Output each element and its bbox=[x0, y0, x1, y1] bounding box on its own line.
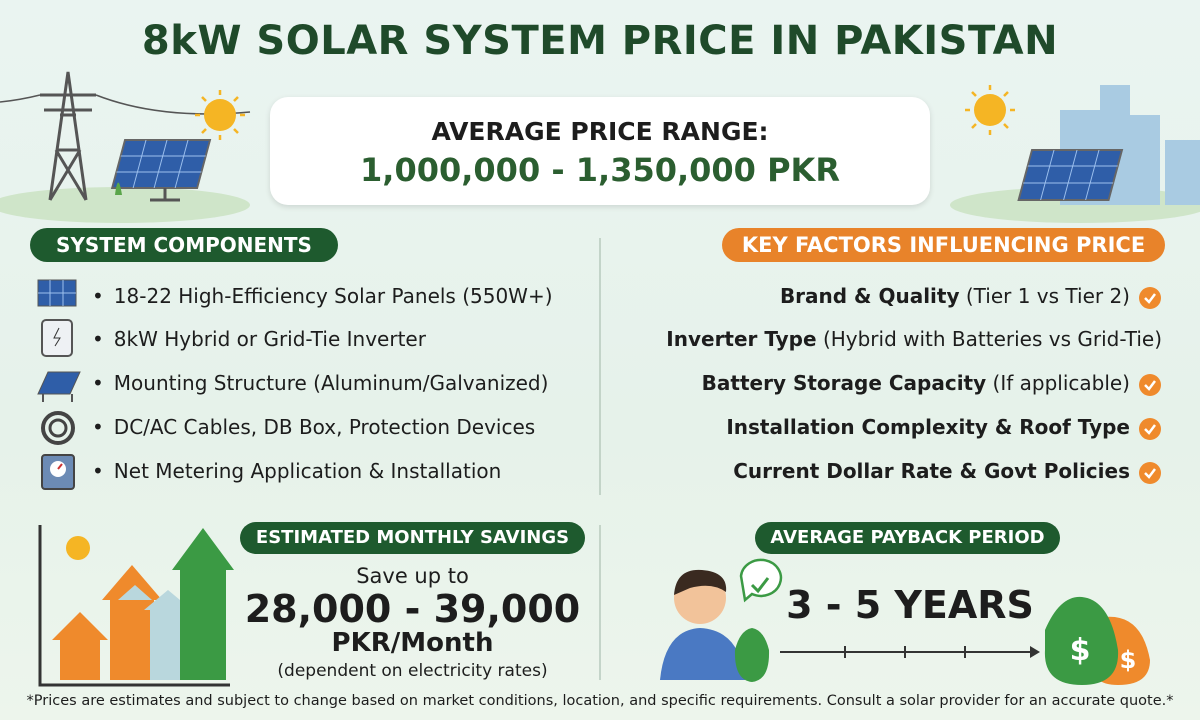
savings-lead: Save up to bbox=[356, 564, 469, 588]
check-icon bbox=[1139, 418, 1161, 440]
factor-note: (Tier 1 vs Tier 2) bbox=[965, 284, 1130, 308]
factor-item: Inverter Type (Hybrid with Batteries vs … bbox=[666, 327, 1162, 351]
factor-item: Current Dollar Rate & Govt Policies bbox=[733, 459, 1130, 483]
factor-name: Installation Complexity & Roof Type bbox=[726, 415, 1130, 439]
section-heading: SYSTEM COMPONENTS bbox=[30, 228, 338, 262]
footnote: *Prices are estimates and subject to cha… bbox=[26, 693, 1174, 709]
price-box bbox=[270, 97, 930, 205]
payback-value: 3 - 5 YEARS bbox=[786, 583, 1034, 627]
savings-note: (dependent on electricity rates) bbox=[277, 661, 548, 681]
factor-name: Battery Storage Capacity bbox=[701, 371, 987, 395]
component-item: 18-22 High-Efficiency Solar Panels (550W… bbox=[112, 284, 553, 308]
title: 8kW SOLAR SYSTEM PRICE IN PAKISTAN bbox=[141, 18, 1059, 64]
component-item: Net Metering Application & Installation bbox=[112, 459, 502, 483]
factor-name: Inverter Type bbox=[666, 327, 817, 351]
check-icon bbox=[1139, 287, 1161, 309]
check-icon bbox=[1139, 462, 1161, 484]
factor-note: (If applicable) bbox=[992, 371, 1130, 395]
component-item: DC/AC Cables, DB Box, Protection Devices bbox=[112, 415, 535, 439]
section-heading: ESTIMATED MONTHLY SAVINGS bbox=[240, 522, 585, 554]
factor-name: Brand & Quality bbox=[779, 284, 960, 308]
savings-unit: PKR/Month bbox=[331, 628, 494, 658]
factor-item: Brand & Quality (Tier 1 vs Tier 2) bbox=[780, 284, 1130, 308]
factor-note: (Hybrid with Batteries vs Grid-Tie) bbox=[822, 327, 1162, 351]
check-icon bbox=[1139, 374, 1161, 396]
price-value: 1,000,000 - 1,350,000 PKR bbox=[360, 151, 840, 189]
savings-amount: 28,000 - 39,000 bbox=[244, 587, 581, 631]
factor-item: Installation Complexity & Roof Type bbox=[726, 415, 1130, 439]
svg-text:$: $ bbox=[1070, 633, 1091, 668]
svg-text:$: $ bbox=[1120, 646, 1137, 674]
factor-item: Battery Storage Capacity (If applicable) bbox=[702, 371, 1130, 395]
section-heading: AVERAGE PAYBACK PERIOD bbox=[755, 522, 1060, 554]
component-item: 8kW Hybrid or Grid-Tie Inverter bbox=[112, 327, 426, 351]
component-item: Mounting Structure (Aluminum/Galvanized) bbox=[112, 371, 549, 395]
section-heading: KEY FACTORS INFLUENCING PRICE bbox=[722, 228, 1165, 262]
price-label: AVERAGE PRICE RANGE: bbox=[431, 117, 769, 146]
factor-name: Current Dollar Rate & Govt Policies bbox=[733, 459, 1130, 483]
